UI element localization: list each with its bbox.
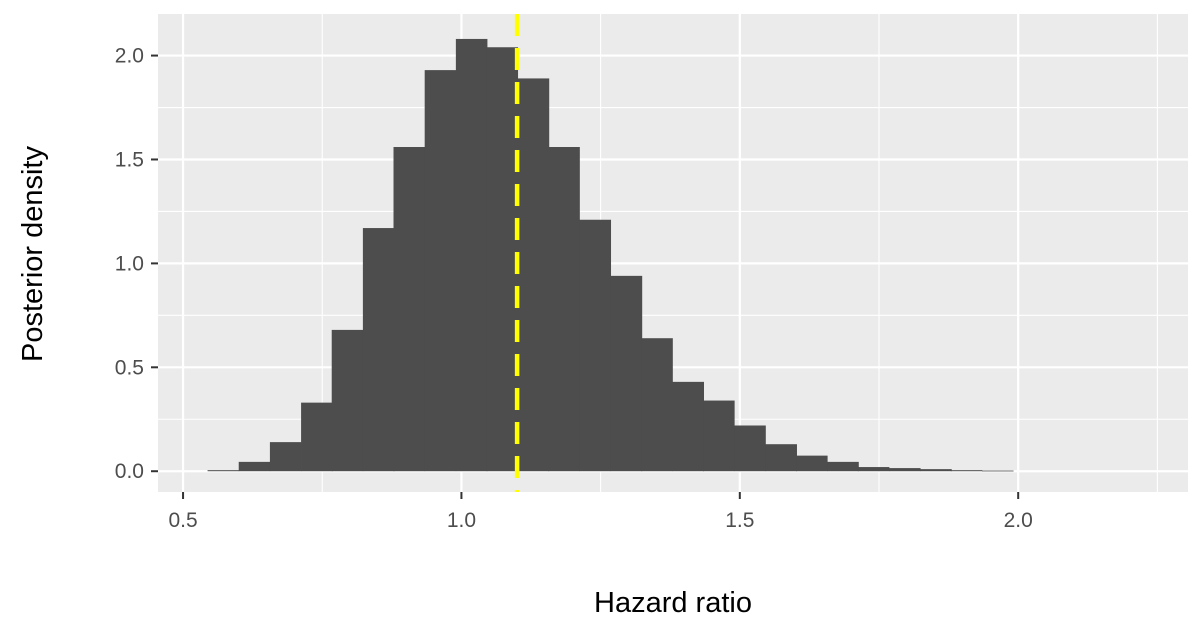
histogram-bar — [486, 47, 519, 472]
histogram-bar — [889, 468, 921, 472]
y-tick-label: 0.0 — [115, 460, 144, 483]
histogram-bar — [548, 147, 580, 472]
x-tick-label: 1.5 — [725, 509, 754, 532]
y-tick-label: 1.0 — [115, 252, 144, 275]
histogram-bar — [579, 219, 612, 472]
histogram-bar — [517, 78, 550, 472]
histogram-bar — [920, 469, 952, 472]
histogram-bar — [238, 461, 271, 472]
histogram-bar — [641, 338, 673, 472]
x-axis-tick-labels: 0.5 1.0 1.5 2.0 — [168, 509, 1032, 532]
histogram-bar — [301, 402, 333, 472]
y-tick-label: 2.0 — [115, 45, 144, 68]
y-axis-tick-labels: 0.0 0.5 1.0 1.5 2.0 — [115, 45, 144, 484]
y-tick-label: 0.5 — [115, 356, 144, 379]
histogram-bar — [362, 228, 395, 472]
y-tick-label: 1.5 — [115, 148, 144, 171]
histogram-bar — [393, 147, 426, 472]
histogram-bar — [796, 455, 828, 472]
histogram-bar — [982, 470, 1014, 472]
histogram-bar — [331, 329, 364, 472]
x-axis-title: Hazard ratio — [594, 587, 752, 619]
x-tick-label: 1.0 — [447, 509, 476, 532]
histogram-bar — [765, 444, 797, 472]
histogram-bar — [857, 467, 890, 472]
x-tick-label: 2.0 — [1004, 509, 1033, 532]
histogram-bar — [827, 461, 859, 472]
histogram-bar — [207, 470, 240, 472]
histogram-bars — [207, 38, 1014, 472]
histogram-bar — [950, 470, 983, 472]
histogram-bar — [734, 425, 766, 472]
histogram-bar — [424, 70, 457, 472]
histogram-bar — [610, 275, 643, 472]
histogram-bar — [269, 442, 302, 472]
x-tick-label: 0.5 — [168, 509, 197, 532]
histogram-bar — [672, 381, 704, 472]
histogram-bar — [455, 38, 488, 472]
axis-ticks — [151, 54, 1020, 499]
histogram-bar — [703, 400, 735, 472]
y-axis-title: Posterior density — [17, 146, 49, 362]
